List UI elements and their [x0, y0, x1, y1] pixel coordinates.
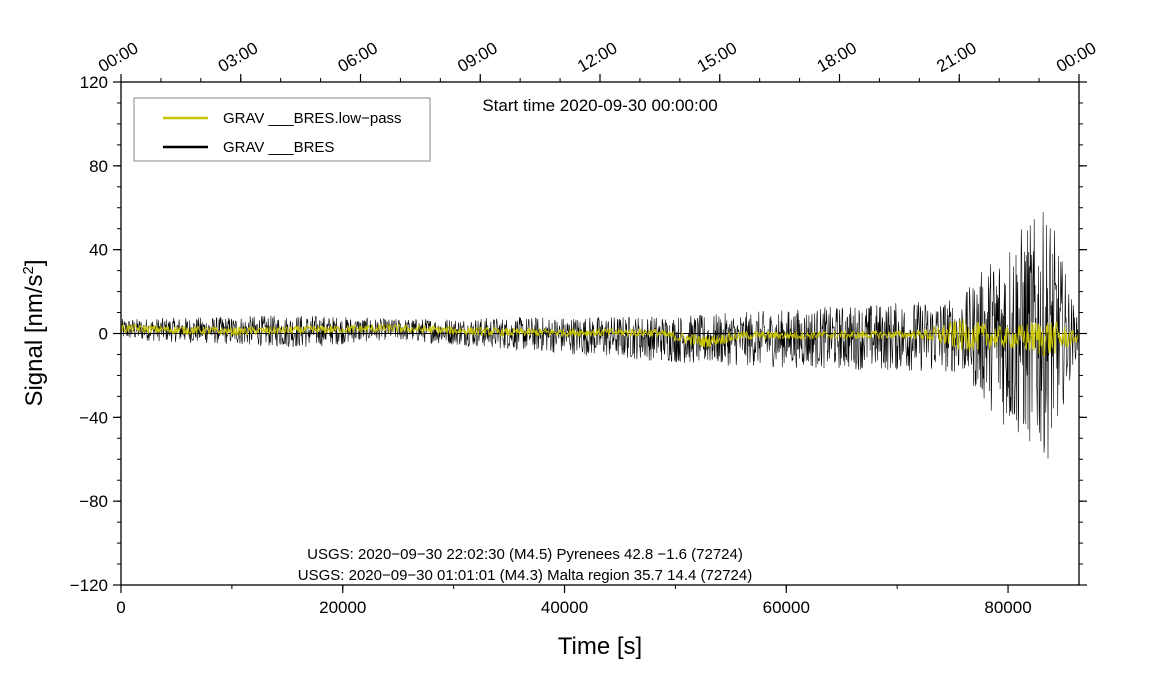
legend-box [133, 97, 431, 162]
y-tick-label: 0 [99, 325, 108, 344]
y-axis-title-end: ] [21, 259, 48, 266]
top-tick-label: 00:00 [95, 38, 141, 76]
y-tick-label: −80 [79, 492, 108, 511]
top-tick-label: 18:00 [814, 38, 860, 76]
y-axis-title: Signal [nm/s2] [20, 259, 48, 406]
top-time-axis: 00:00 03:00 06:00 09:00 12:00 15:00 18:00 21:00… [95, 38, 1099, 82]
y-tick-label: 40 [89, 241, 108, 260]
plot-frame [120, 81, 1080, 586]
y-axis-title-main: Signal [nm/s [21, 274, 48, 406]
x-tick-label: 20000 [319, 598, 366, 617]
plot-area [121, 212, 1079, 459]
legend-label-raw: GRAV ___BRES [223, 139, 334, 156]
top-tick-label: 12:00 [574, 38, 620, 76]
top-tick-label: 03:00 [215, 38, 261, 76]
trace-raw [121, 212, 1079, 459]
y-tick-label: 80 [89, 157, 108, 176]
trace-lowpass [121, 319, 1079, 357]
x-tick-label: 0 [116, 598, 125, 617]
y-tick-label: −120 [70, 576, 108, 595]
top-tick-label: 21:00 [933, 38, 979, 76]
y-tick-label: −40 [79, 408, 108, 427]
x-tick-label: 40000 [541, 598, 588, 617]
top-tick-label: 15:00 [694, 38, 740, 76]
legend-label-lowpass: GRAV ___BRES.low−pass [223, 110, 402, 127]
start-time-label: Start time 2020-09-30 00:00:00 [482, 96, 717, 115]
annotation-malta: USGS: 2020−09−30 01:01:01 (M4.3) Malta r… [298, 567, 752, 584]
x-tick-label: 60000 [763, 598, 810, 617]
top-tick-label: 09:00 [454, 38, 500, 76]
x-axis-title: Time [s] [558, 633, 642, 660]
annotation-pyrenees: USGS: 2020−09−30 22:02:30 (M4.5) Pyrenee… [307, 546, 743, 563]
x-tick-label: 80000 [984, 598, 1031, 617]
top-tick-label: 06:00 [335, 38, 381, 76]
y-axis-title-superscript: 2 [20, 266, 37, 274]
y-tick-label: 120 [80, 73, 108, 92]
legend: GRAV ___BRES.low−pass GRAV ___BRES [133, 97, 431, 162]
series-grav-bres-trace [121, 212, 1079, 459]
x-axis: 0 20000 40000 60000 80000 [116, 585, 1032, 617]
top-tick-label: 00:00 [1053, 38, 1099, 76]
series-grav-bres-lowpass-trace [121, 319, 1079, 357]
